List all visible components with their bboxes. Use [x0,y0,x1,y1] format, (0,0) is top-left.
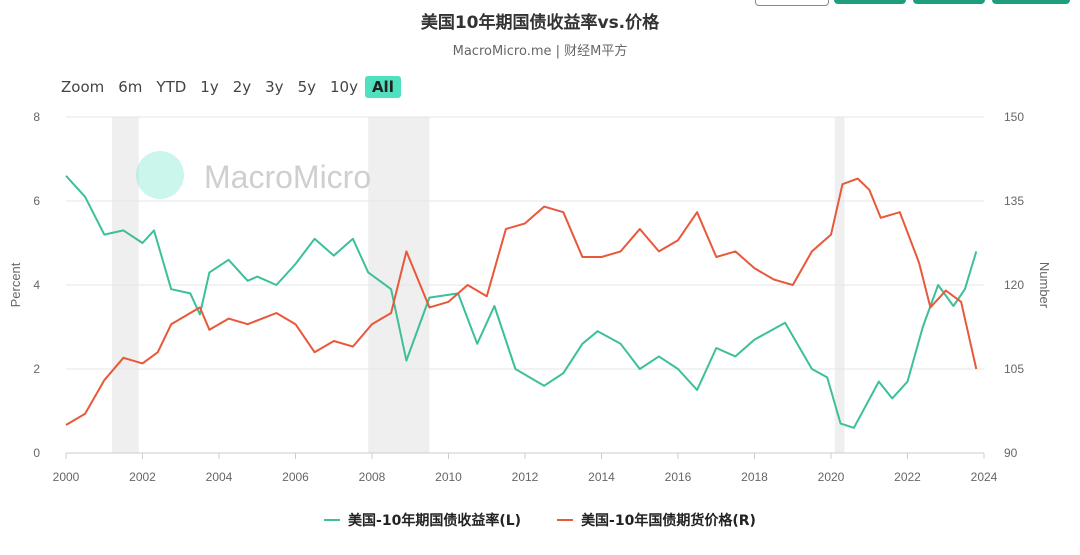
y-left-tick-label: 0 [33,446,40,460]
legend-item-yield[interactable]: 美国-10年期国债收益率(L) [324,510,521,530]
y-left-tick-label: 4 [33,278,40,292]
x-tick-label: 2008 [359,470,386,484]
x-tick-label: 2014 [588,470,615,484]
y-right-tick-label: 150 [1004,110,1024,124]
x-tick-label: 2012 [512,470,539,484]
x-tick-label: 2000 [53,470,80,484]
x-tick-label: 2004 [206,470,233,484]
legend: 美国-10年期国债收益率(L) 美国-10年国债期货价格(R) [0,510,1080,530]
y-left-tick-label: 6 [33,194,40,208]
top-button-1[interactable] [834,0,906,4]
x-tick-label: 2018 [741,470,768,484]
x-tick-label: 2016 [665,470,692,484]
legend-swatch [557,519,574,521]
y-left-axis-label: Percent [8,262,23,307]
x-tick-label: 2024 [971,470,998,484]
y-right-tick-label: 105 [1004,362,1024,376]
range-6m[interactable]: 6m [118,78,143,96]
range-1y[interactable]: 1y [200,78,219,96]
chart-title: 美国10年期国债收益率vs.价格 [420,13,660,33]
top-button-2[interactable] [913,0,985,4]
top-button-3[interactable] [992,0,1070,4]
y-left-tick-label: 2 [33,362,40,376]
y-right-tick-label: 120 [1004,278,1024,292]
watermark-logo-icon [136,151,184,199]
chart-subtitle: MacroMicro.me | 财经M平方 [452,44,628,59]
range-2y[interactable]: 2y [232,78,252,96]
series-line-price [65,177,978,426]
y-right-tick-label: 90 [1004,446,1018,460]
x-tick-label: 2010 [435,470,462,484]
x-tick-label: 2006 [282,470,309,484]
y-left-tick-label: 8 [33,110,40,124]
range-5y[interactable]: 5y [297,78,316,96]
watermark: MacroMicro [204,159,371,195]
legend-item-price[interactable]: 美国-10年国债期货价格(R) [557,510,756,530]
x-tick-label: 2022 [894,470,921,484]
range-ytd[interactable]: YTD [156,78,187,96]
legend-swatch [324,519,341,521]
legend-label: 美国-10年国债期货价格(R) [581,513,756,529]
x-tick-label: 2002 [129,470,156,484]
range-3y[interactable]: 3y [265,78,284,96]
chart-area: 0 2 4 6 8 90 105 120 135 150 2000 2002 2004 2006 2008 2… [8,110,1052,484]
range-zoom: Zoom [61,78,105,96]
series-line-yield [65,175,978,429]
legend-label: 美国-10年期国债收益率(L) [348,513,522,529]
y-right-tick-label: 135 [1004,194,1024,208]
top-button-outline[interactable] [755,0,829,6]
x-tick-label: 2020 [818,470,845,484]
range-10y[interactable]: 10y [329,78,358,96]
range-all[interactable]: All [364,76,401,98]
y-right-axis-label: Number [1037,262,1052,309]
range-selector: Zoom 6m YTD 1y 2y 3y 5y 10y All [54,76,401,98]
